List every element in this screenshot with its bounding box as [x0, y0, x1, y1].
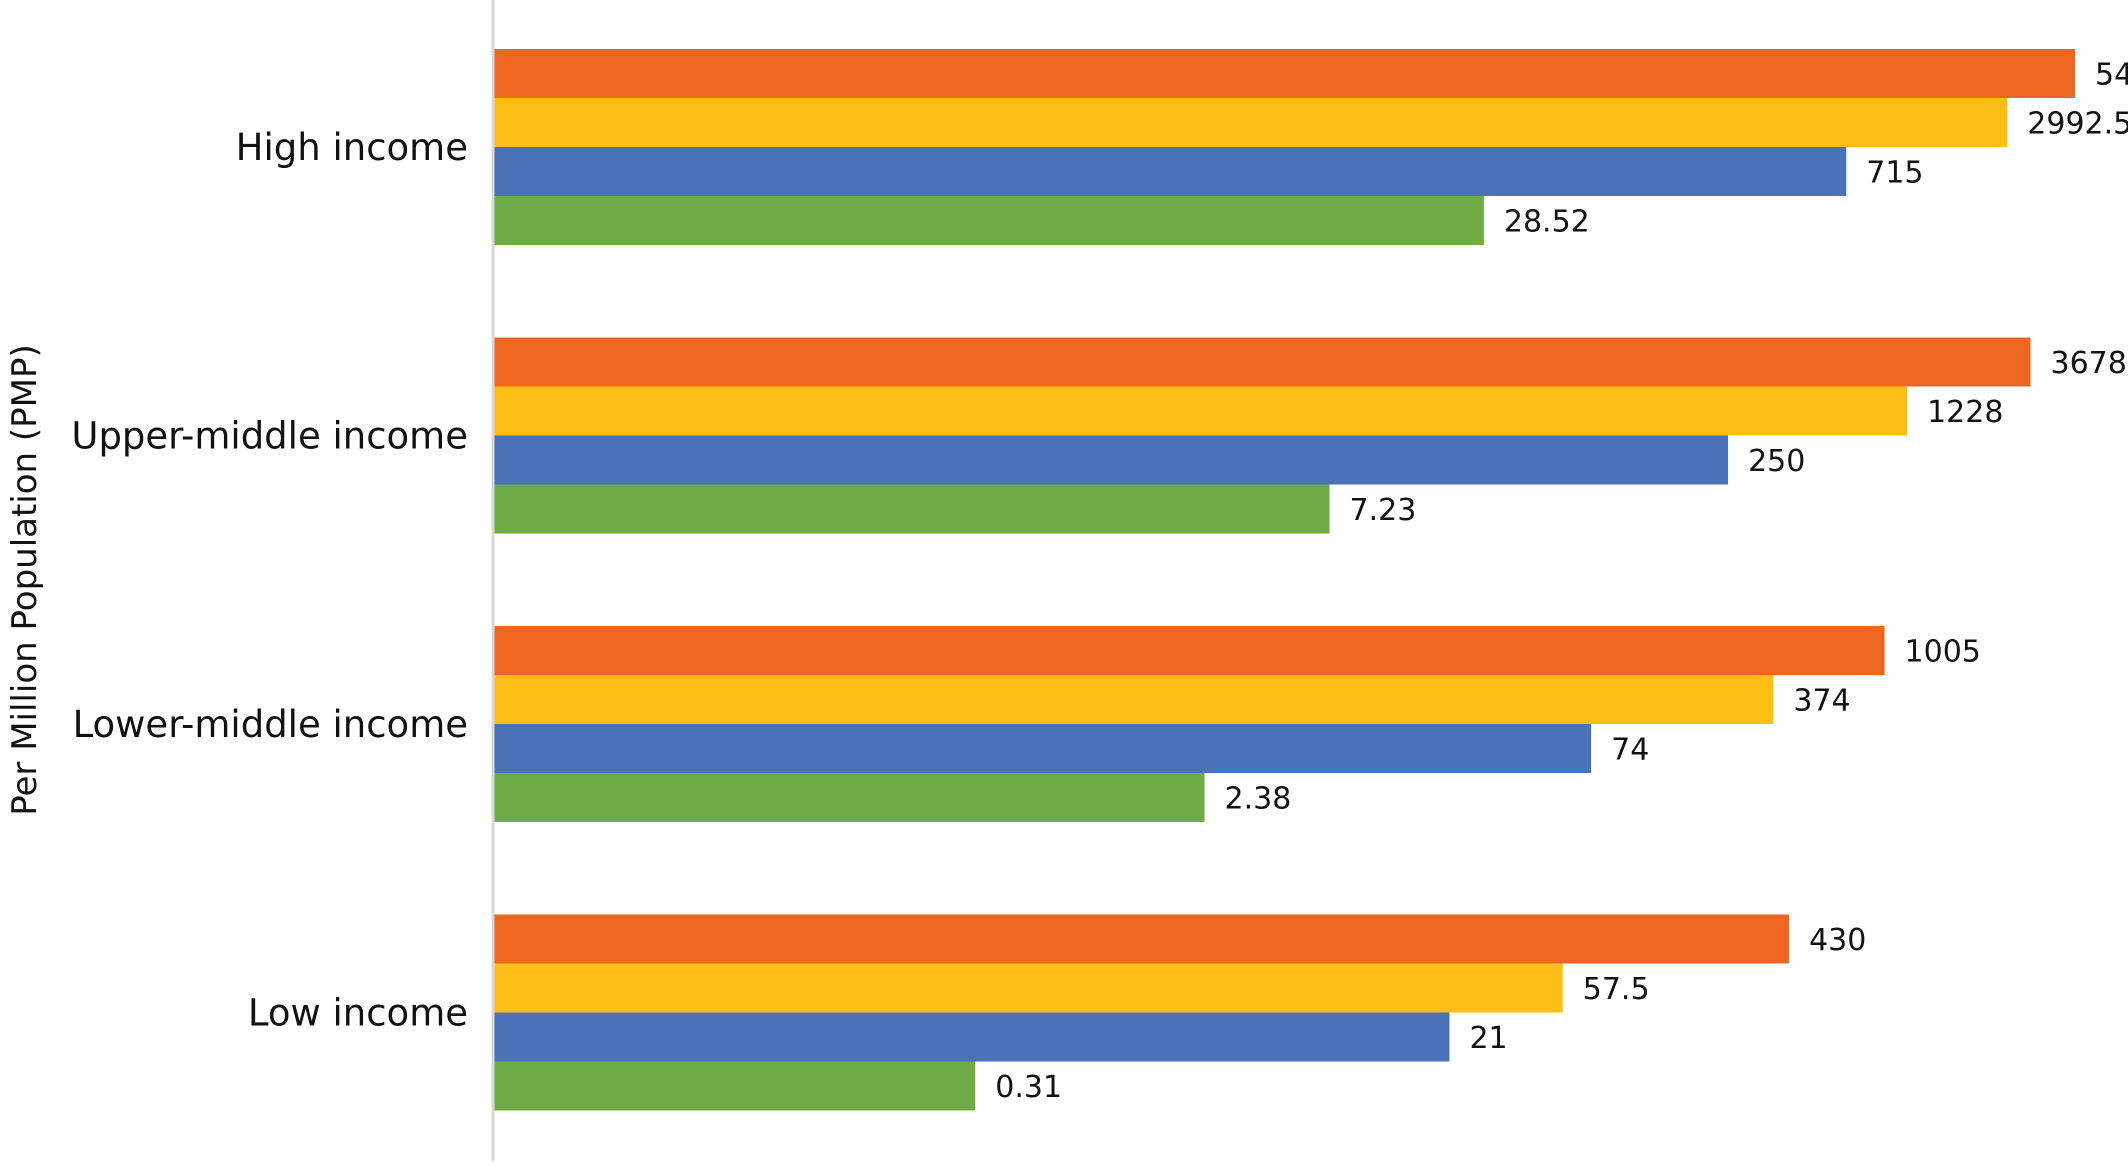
data-label: 1228	[1927, 395, 2003, 430]
bars-layer	[494, 49, 2076, 1111]
bar-3-2	[494, 675, 1774, 724]
bar-1-2	[494, 98, 2008, 147]
data-label: 374	[1793, 684, 1850, 719]
y-axis-title: Per Million Population (PMP)	[5, 344, 45, 816]
bar-2-4	[494, 484, 1330, 534]
bar-3-1	[494, 626, 1885, 675]
data-label: 0.31	[995, 1070, 1062, 1105]
bar-1-3	[494, 147, 1847, 196]
category-label: Low income	[248, 992, 468, 1035]
data-label: 3678	[2050, 346, 2126, 381]
data-label: 2.38	[1225, 782, 1292, 817]
data-label: 21	[1469, 1021, 1507, 1056]
bar-3-3	[494, 724, 1592, 773]
data-label: 250	[1748, 444, 1805, 479]
bar-2-3	[494, 435, 1729, 485]
data-label: 57.5	[1583, 972, 1650, 1007]
category-label: Upper-middle income	[71, 415, 468, 458]
bar-2-2	[494, 386, 1908, 436]
bar-4-3	[494, 1012, 1450, 1062]
data-label: 74	[1611, 733, 1649, 768]
data-label: 430	[1809, 923, 1866, 958]
data-label: 28.52	[1504, 205, 1590, 240]
bar-3-4	[494, 773, 1205, 822]
bar-1-4	[494, 196, 1484, 245]
data-label: 2992.5	[2027, 107, 2128, 142]
bar-1-1	[494, 49, 2076, 98]
bar-4-1	[494, 914, 1790, 964]
labels-layer: 5464.5 2992.5 715 28.52 High income 3678 1228 2…	[71, 58, 2128, 1106]
data-label: 715	[1866, 156, 1923, 191]
bar-4-2	[494, 963, 1563, 1013]
category-label: High income	[236, 126, 468, 169]
bar-4-4	[494, 1061, 976, 1111]
category-label: Lower-middle income	[73, 703, 468, 746]
data-label: 7.23	[1350, 493, 1417, 528]
data-label: 1005	[1905, 635, 1981, 670]
bar-2-1	[494, 337, 2031, 387]
data-label: 5464.5	[2095, 58, 2128, 93]
